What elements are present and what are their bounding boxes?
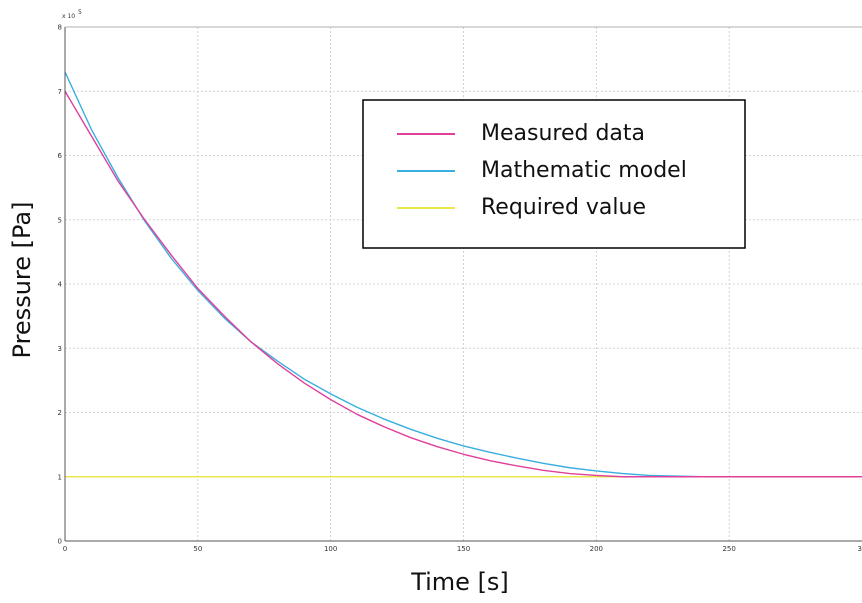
y-axis-label: Pressure [Pa] (8, 202, 36, 359)
axes (64, 26, 862, 542)
y-tick-label: 0 (58, 538, 62, 546)
x-tick-label: 100 (324, 545, 337, 553)
series-measured-data-line (64, 90, 862, 478)
x-tick-label: 250 (722, 545, 735, 553)
legend-box (362, 99, 746, 249)
tick-labels: 05010015020025030012345678 (58, 24, 862, 554)
x-axis-label: Time [s] (410, 568, 509, 596)
y-tick-label: 5 (58, 216, 62, 224)
y-tick-label: 4 (58, 281, 63, 289)
x-tick-label: 150 (457, 545, 470, 553)
legend: Measured data Mathematic model Required … (362, 99, 746, 249)
series-group (64, 71, 862, 478)
y-tick-label: 1 (58, 473, 62, 481)
y-multiplier-exponent: 5 (78, 9, 82, 16)
legend-label-measured: Measured data (481, 121, 645, 146)
y-tick-label: 6 (58, 152, 63, 160)
y-tick-label: 7 (58, 88, 62, 96)
x-tick-label: 200 (590, 545, 603, 553)
x-tick-label: 0 (63, 545, 67, 553)
x-tick-label: 50 (193, 545, 202, 553)
y-tick-label: 8 (58, 24, 62, 32)
y-tick-label: 2 (58, 409, 62, 417)
legend-label-required: Required value (481, 195, 646, 220)
x-tick-label: 30 (858, 545, 862, 553)
y-multiplier-label: x 10 (62, 13, 75, 20)
legend-label-model: Mathematic model (481, 158, 687, 183)
y-tick-label: 3 (58, 345, 62, 353)
